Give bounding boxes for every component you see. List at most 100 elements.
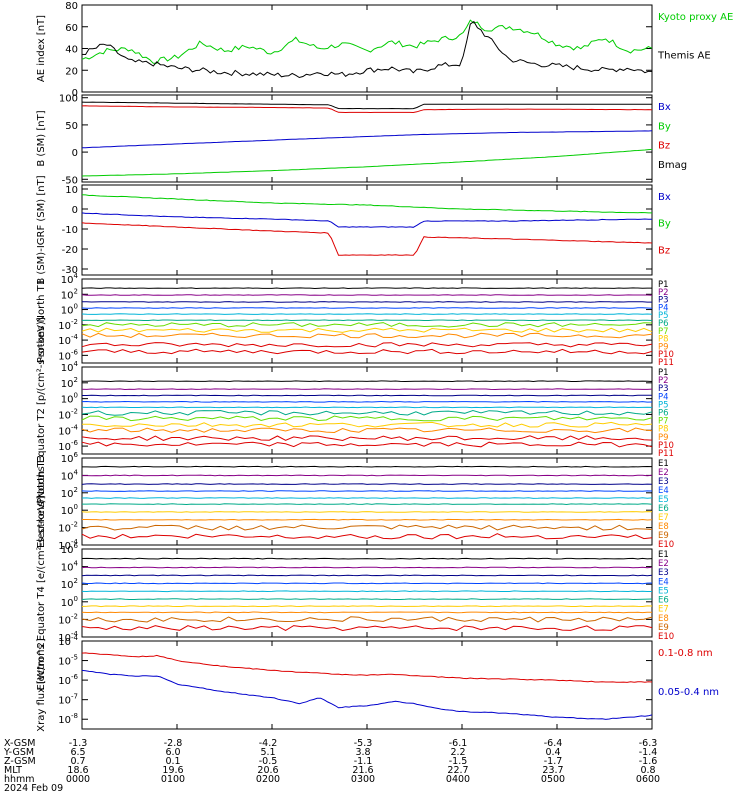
legend-entry: P10	[658, 350, 674, 360]
row-value: -1.5	[449, 756, 468, 767]
series-line-e7	[81, 511, 653, 513]
y-tick-label: 10-6	[58, 439, 78, 453]
y-tick-label: 10-2	[58, 612, 78, 626]
y-tick-label: 100	[61, 303, 78, 317]
y-tick-label: 104	[61, 560, 79, 574]
row-value: 0.4	[545, 747, 560, 758]
legend-entry: P4	[658, 392, 669, 402]
legend-entry: Bx	[658, 192, 671, 203]
plot-frame	[81, 457, 653, 546]
y-axis-label: B (SM) [nT]	[36, 110, 47, 166]
y-tick-label: 102	[61, 287, 78, 301]
y-tick-label: 102	[61, 486, 78, 500]
series-line-p1	[81, 380, 653, 383]
legend-entry: E6	[658, 596, 669, 606]
series-line-bx	[81, 212, 652, 228]
legend-entry: E5	[658, 586, 669, 596]
series-line-p4	[81, 307, 653, 309]
row-value: -0.5	[259, 756, 278, 767]
series-line-p9	[81, 427, 653, 434]
y-tick-label: 0	[72, 88, 78, 99]
row-value: -1.4	[639, 747, 658, 758]
legend-entry: By	[658, 121, 671, 132]
series-line-e10	[81, 625, 653, 632]
row-value: 0600	[636, 774, 660, 785]
y-tick-label: 102	[61, 577, 78, 591]
series-line-e2	[82, 474, 653, 477]
legend-entry: E3	[658, 477, 669, 487]
y-tick-label: 10-2	[58, 521, 78, 535]
legend-entry: E9	[658, 531, 669, 541]
series-line-by	[81, 194, 652, 214]
series-line-e1	[81, 557, 653, 560]
row-value: -4.2	[259, 738, 278, 749]
row-value: 6.0	[165, 747, 180, 758]
y-tick-label: 10-6	[58, 673, 78, 687]
y-tick-label: 100	[59, 94, 78, 105]
row-value: -1.7	[544, 756, 563, 767]
y-tick-label: 10-4	[58, 423, 78, 437]
legend-entry: E7	[658, 513, 669, 523]
row-value: 5.1	[260, 747, 275, 758]
series-line-kyoto-proxy-ae	[81, 19, 653, 64]
row-value: -6.3	[639, 738, 658, 749]
series-line-e9	[81, 616, 653, 623]
y-tick-label: 10-7	[58, 693, 78, 707]
y-tick-label: -30	[62, 265, 78, 276]
legend-entry: E2	[658, 468, 669, 478]
series-line-by	[81, 148, 653, 177]
legend-entry: E1	[658, 459, 669, 469]
date-label: 2024 Feb 09	[4, 783, 63, 794]
series-line-p6	[81, 319, 653, 322]
chart-panel-3: -30 -20 -10 0 10 B (SM)-IGRF (SM) [nT] Bx By Bz	[36, 175, 671, 284]
row-value: 0200	[256, 774, 280, 785]
legend-entry: E4	[658, 486, 669, 496]
chart-panel-2: -50 0 50 100 B (SM) [nT] Bx By Bz Bmag	[36, 94, 687, 187]
series-line-0-05-0-4-nm	[81, 669, 653, 720]
row-value: 0100	[161, 774, 185, 785]
legend-entry: E1	[658, 550, 669, 560]
y-tick-label: 50	[65, 121, 78, 132]
series-line-e3	[81, 574, 653, 577]
legend-entry: P2	[658, 376, 669, 386]
y-axis-label: Electrons North T3	[36, 455, 47, 548]
y-tick-label: 10-8	[58, 712, 78, 726]
series-line-e2	[81, 566, 653, 569]
legend-entry: E6	[658, 504, 669, 514]
series-line-bx	[82, 130, 653, 149]
legend-entry: Themis AE	[657, 51, 711, 62]
legend-entry: E2	[658, 559, 669, 569]
series-line-e6	[81, 598, 653, 601]
legend-entry: P7	[658, 417, 669, 427]
legend-entry: P5	[658, 400, 669, 410]
legend-entry: Bmag	[658, 160, 687, 171]
legend-entry: By	[658, 219, 671, 230]
series-line-p2	[81, 294, 653, 296]
legend-entry: P3	[658, 384, 669, 394]
y-tick-label: 102	[61, 376, 78, 390]
y-tick-label: -50	[62, 175, 78, 186]
series-line-e4	[81, 490, 653, 492]
row-value: 22.7	[447, 765, 468, 776]
legend-entry: P6	[658, 319, 669, 329]
series-line-p5	[81, 313, 653, 315]
y-tick-label: 104	[61, 468, 79, 482]
legend-entry: E5	[658, 495, 669, 505]
row-value: 6.5	[70, 747, 85, 758]
series-line-p3	[82, 394, 653, 397]
row-value: -1.1	[354, 756, 373, 767]
series-line-p8	[81, 327, 653, 333]
y-tick-label: 10-4	[58, 634, 78, 648]
chart-panel-1: 0 20 40 60 80 AE index [nT] Kyoto proxy AE Them…	[36, 1, 733, 99]
y-tick-label: 104	[61, 360, 79, 374]
y-tick-label: 10-4	[58, 333, 78, 347]
y-tick-label: 10-5	[58, 654, 78, 668]
row-value: -6.1	[449, 738, 468, 749]
series-line-bz	[81, 105, 653, 114]
legend-entry: P2	[658, 288, 669, 298]
legend-entry: Bx	[658, 102, 671, 113]
chart-panel-7: 106 104 102 100 10-2 10-4 Electrons Equator T4…	[36, 495, 674, 690]
series-line-e10	[81, 533, 653, 540]
legend-entry: P10	[658, 441, 674, 451]
chart-panel-6: 106 104 102 100 10-2 10-4 Electrons North T3 E1…	[36, 451, 674, 552]
